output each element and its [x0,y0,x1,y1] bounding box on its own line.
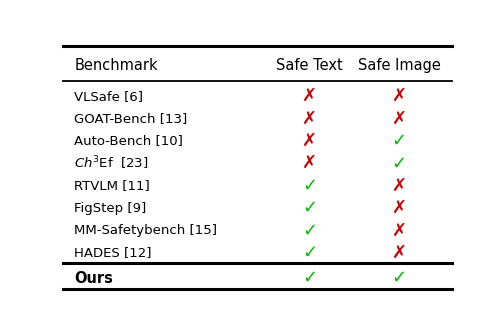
Text: ✗: ✗ [391,110,406,128]
Text: ✗: ✗ [302,132,317,150]
Text: GOAT-Bench [13]: GOAT-Bench [13] [74,112,187,125]
Text: ✓: ✓ [302,221,317,239]
Text: FigStep [9]: FigStep [9] [74,201,146,215]
Text: ✓: ✓ [302,199,317,217]
Text: ✓: ✓ [302,269,317,287]
Text: ✓: ✓ [391,269,406,287]
Text: ✓: ✓ [391,154,406,172]
Text: $Ch^3$Ef  [23]: $Ch^3$Ef [23] [74,154,149,172]
Text: HADES [12]: HADES [12] [74,246,152,259]
Text: ✓: ✓ [302,244,317,262]
Text: ✗: ✗ [391,221,406,239]
Text: ✗: ✗ [302,154,317,172]
Text: Benchmark: Benchmark [74,58,158,73]
Text: ✗: ✗ [302,110,317,128]
Text: Safe Text: Safe Text [276,58,343,73]
Text: ✗: ✗ [391,87,406,105]
Text: VLSafe [6]: VLSafe [6] [74,90,143,103]
Text: Safe Image: Safe Image [357,58,440,73]
Text: ✗: ✗ [391,199,406,217]
Text: ✓: ✓ [302,177,317,195]
Text: ✗: ✗ [391,244,406,262]
Text: Ours: Ours [74,271,113,286]
Text: RTVLM [11]: RTVLM [11] [74,179,150,192]
Text: ✗: ✗ [391,177,406,195]
Text: MM-Safetybench [15]: MM-Safetybench [15] [74,224,217,237]
Text: Auto-Bench [10]: Auto-Bench [10] [74,134,183,147]
Text: ✗: ✗ [302,87,317,105]
Text: ✓: ✓ [391,132,406,150]
